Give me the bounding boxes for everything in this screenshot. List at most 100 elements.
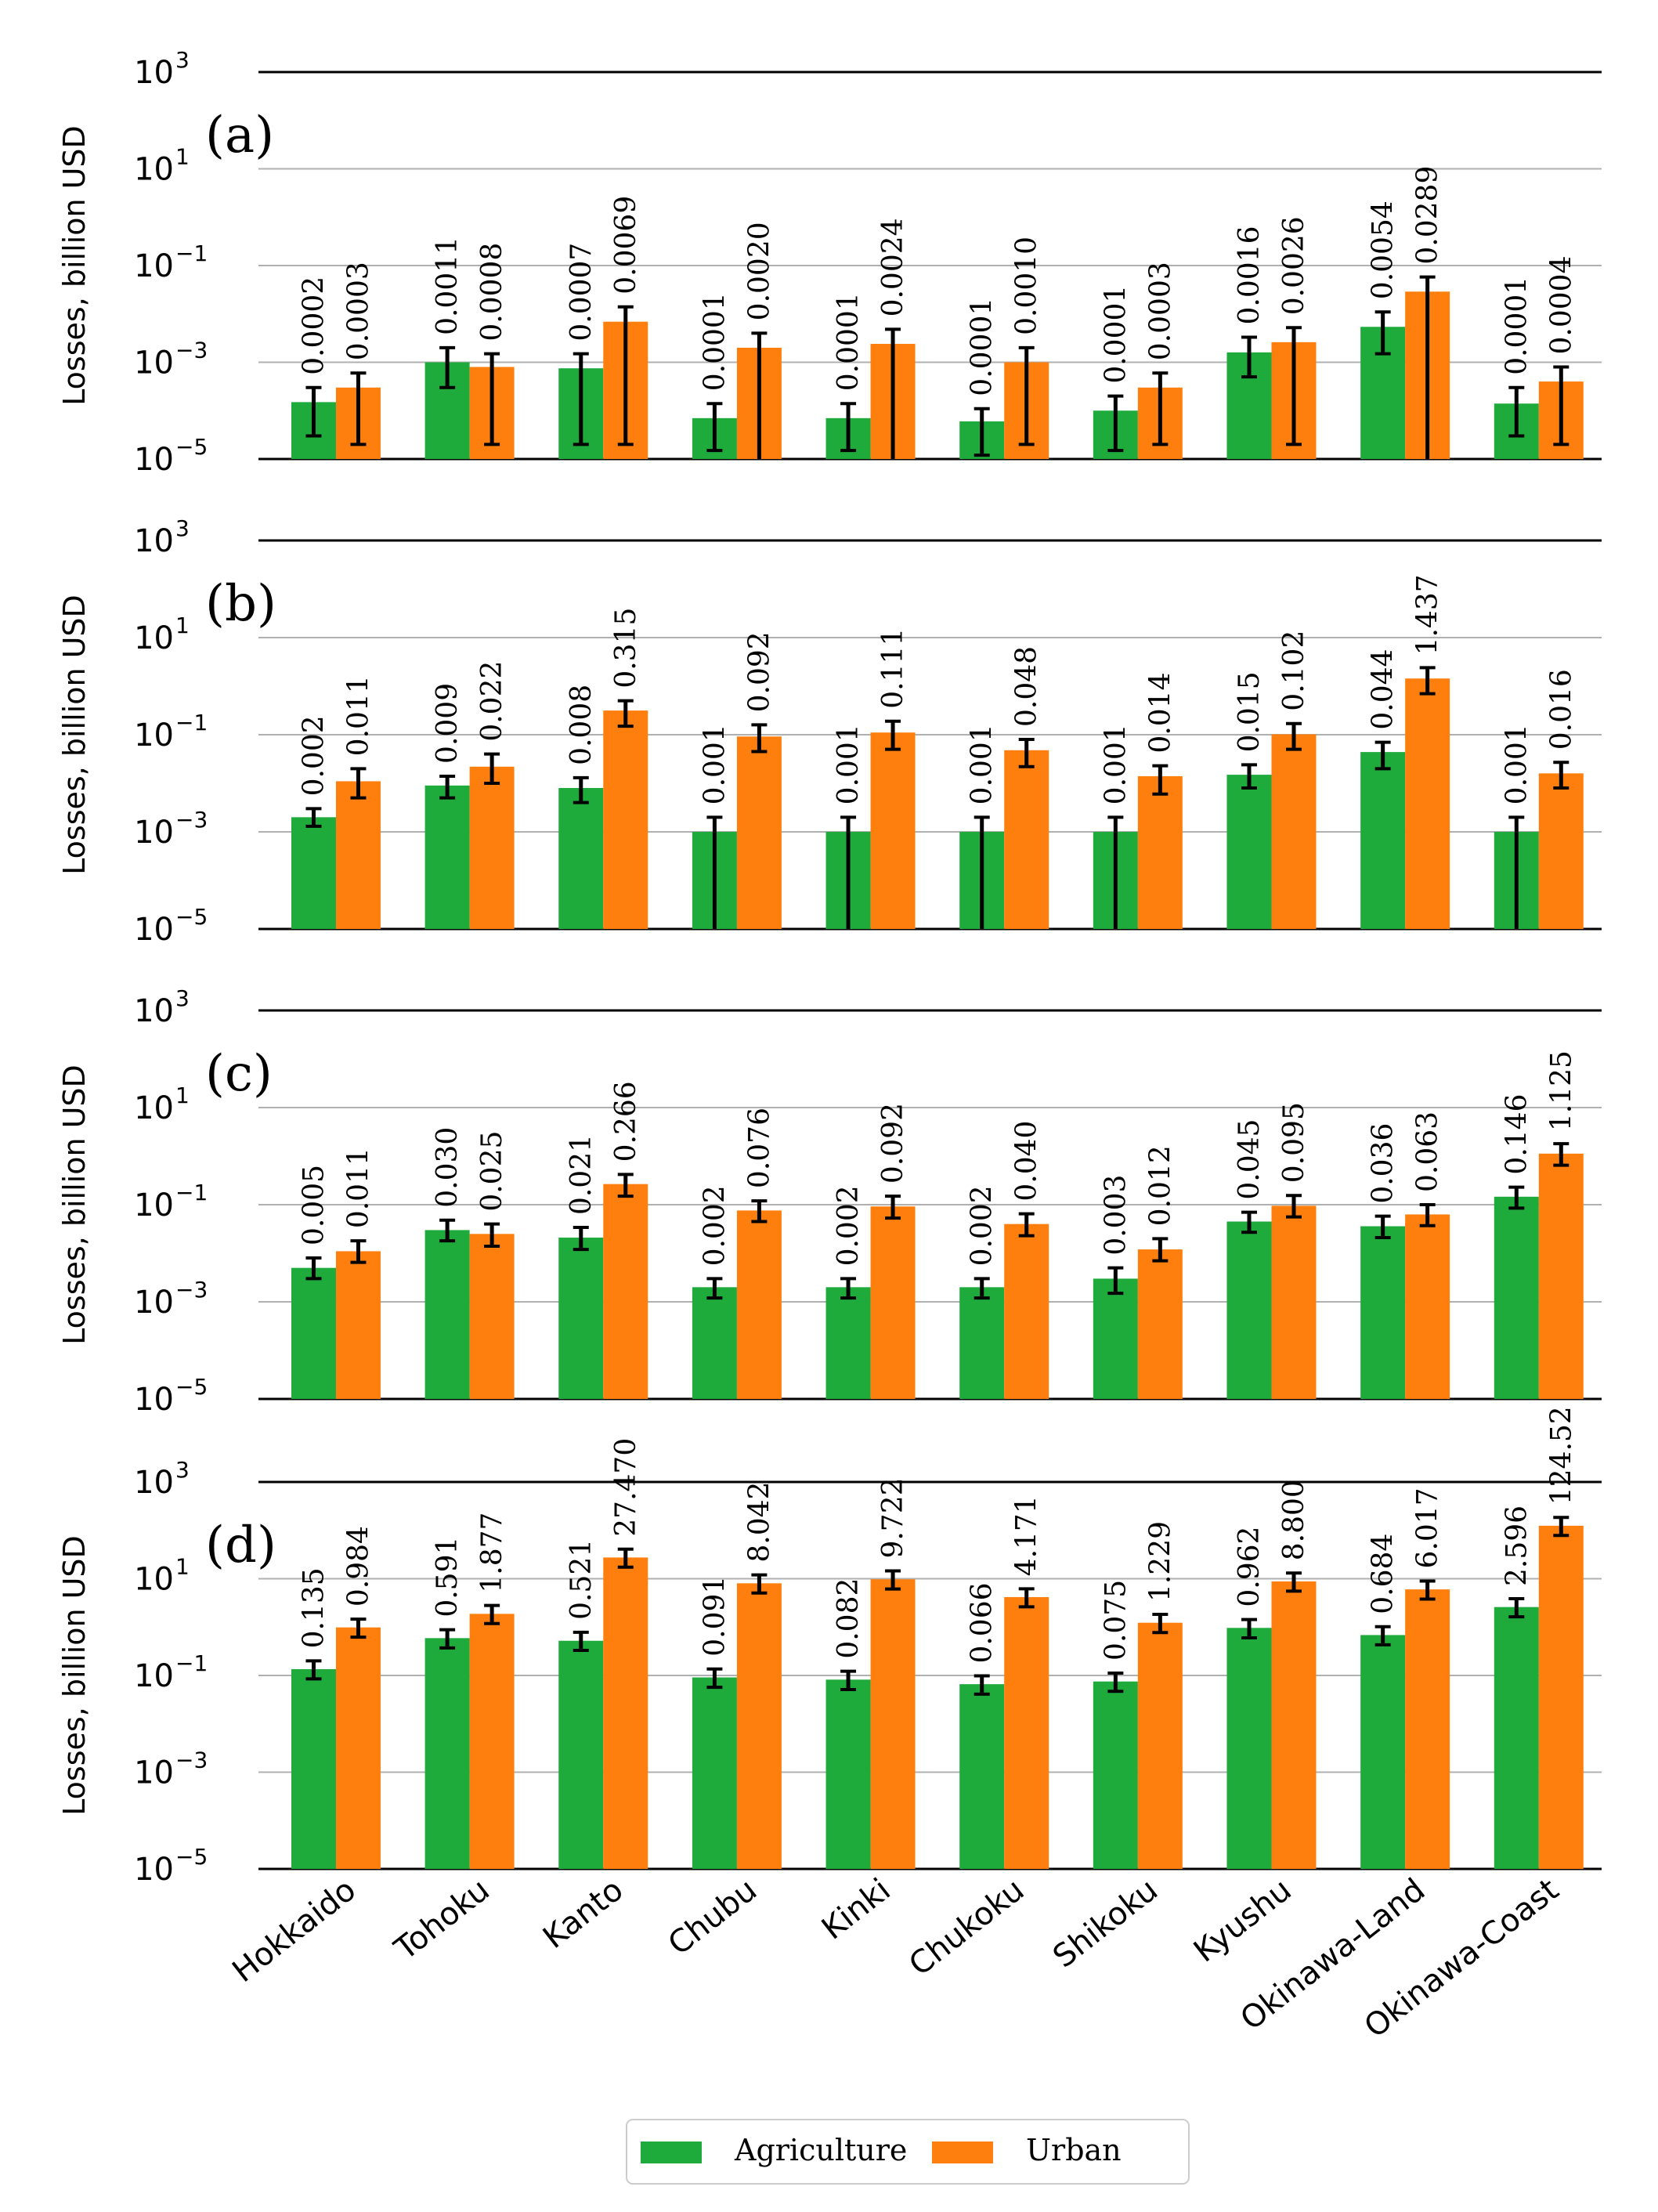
bar-agriculture (1226, 1628, 1272, 1869)
data-label: 0.0001 (966, 298, 999, 396)
data-label: 8.042 (743, 1482, 775, 1563)
y-tick-label: 10 (134, 442, 174, 478)
data-label: 0.102 (1278, 631, 1310, 711)
data-label: 0.315 (610, 608, 642, 689)
data-label: 0.044 (1367, 649, 1400, 730)
bar-urban (603, 710, 648, 929)
legend-frame (626, 2119, 1190, 2185)
y-tick-label: 10 (134, 152, 174, 188)
data-label: 0.003 (1100, 1175, 1132, 1256)
panel-label: (c) (205, 1045, 273, 1103)
y-tick-label: 10 (134, 1755, 174, 1791)
legend-label-agriculture: Agriculture (734, 2133, 907, 2167)
data-label: 0.0020 (743, 222, 775, 320)
bar-urban (1271, 734, 1317, 929)
data-label: 0.075 (1100, 1580, 1132, 1661)
bar-agriculture (825, 1287, 871, 1399)
y-tick-label: 10 (134, 1562, 174, 1598)
bar-urban (1405, 1589, 1450, 1869)
bar-agriculture (424, 1638, 470, 1869)
data-label: 0.015 (1234, 671, 1266, 752)
y-tick-exponent: 3 (175, 1457, 190, 1483)
data-label: 0.002 (966, 1185, 999, 1266)
data-label: 124.52 (1545, 1406, 1577, 1505)
bar-urban (1137, 775, 1183, 929)
legend-label-urban: Urban (1026, 2133, 1122, 2167)
y-tick-label: 10 (134, 1852, 174, 1888)
bar-urban (335, 1627, 381, 1869)
y-tick-label: 10 (134, 993, 174, 1029)
data-label: 0.0016 (1234, 226, 1266, 325)
data-label: 0.001 (699, 724, 731, 804)
panel-label: (d) (205, 1516, 276, 1574)
y-tick-label: 10 (134, 523, 174, 559)
data-label: 0.005 (298, 1165, 330, 1245)
y-tick-label: 10 (134, 912, 174, 948)
data-label: 4.171 (1011, 1495, 1043, 1576)
y-tick-label: 10 (134, 1382, 174, 1418)
data-label: 0.001 (833, 724, 865, 804)
y-tick-label: 10 (134, 717, 174, 754)
data-label: 0.0007 (565, 243, 598, 342)
data-label: 0.092 (743, 631, 775, 712)
bar-agriculture (1494, 1196, 1539, 1399)
bar-agriculture (1360, 1226, 1406, 1399)
data-label: 0.001 (966, 724, 999, 804)
bar-agriculture (291, 1668, 336, 1869)
y-tick-exponent: −3 (175, 338, 208, 363)
bar-urban (1271, 1205, 1317, 1399)
bar-agriculture (1494, 1607, 1539, 1869)
bar-agriculture (1093, 1278, 1138, 1399)
bar-agriculture (825, 1679, 871, 1869)
y-tick-label: 10 (134, 1285, 174, 1321)
y-tick-label: 10 (134, 345, 174, 381)
data-label: 0.135 (298, 1567, 330, 1648)
x-tick-label: Chukoku (902, 1872, 1031, 1983)
bar-agriculture (291, 1267, 336, 1399)
data-label: 0.002 (699, 1185, 731, 1266)
data-label: 0.092 (877, 1103, 909, 1184)
x-tick-label: Shikoku (1046, 1872, 1165, 1975)
bar-agriculture (558, 788, 604, 929)
data-label: 0.0002 (298, 276, 330, 375)
data-label: 0.0026 (1278, 216, 1310, 315)
data-label: 0.001 (1100, 724, 1132, 804)
y-tick-label: 10 (134, 1090, 174, 1126)
bar-urban (603, 1557, 648, 1869)
bar-urban (736, 1583, 782, 1869)
data-label: 0.048 (1011, 646, 1043, 727)
data-label: 0.076 (743, 1108, 775, 1188)
y-tick-exponent: 3 (175, 515, 190, 541)
data-label: 2.596 (1501, 1505, 1533, 1586)
y-tick-label: 10 (134, 815, 174, 851)
data-label: 0.0001 (1501, 276, 1533, 375)
y-tick-label: 10 (134, 1658, 174, 1694)
data-label: 9.722 (877, 1477, 909, 1558)
y-tick-exponent: −1 (175, 710, 208, 736)
bar-urban (335, 781, 381, 929)
bar-agriculture (1226, 775, 1272, 929)
bar-urban (335, 1251, 381, 1399)
bar-urban (870, 732, 916, 929)
y-tick-exponent: −3 (175, 807, 208, 833)
x-tick-label: Hokkaido (226, 1872, 363, 1990)
y-axis-label: Losses, billion USD (57, 1535, 92, 1816)
bar-urban (870, 1579, 916, 1869)
data-label: 0.036 (1367, 1123, 1400, 1204)
y-tick-exponent: −1 (175, 240, 208, 266)
y-tick-exponent: −3 (175, 1277, 208, 1303)
data-label: 0.0003 (1144, 262, 1176, 360)
bar-urban (1271, 1581, 1317, 1869)
data-label: 0.008 (565, 685, 598, 765)
data-label: 0.962 (1234, 1527, 1266, 1607)
bar-agriculture (959, 1287, 1005, 1399)
data-label: 0.0289 (1412, 166, 1444, 265)
y-tick-exponent: −3 (175, 1748, 208, 1773)
data-label: 0.0010 (1011, 237, 1043, 335)
data-label: 0.063 (1412, 1111, 1444, 1192)
